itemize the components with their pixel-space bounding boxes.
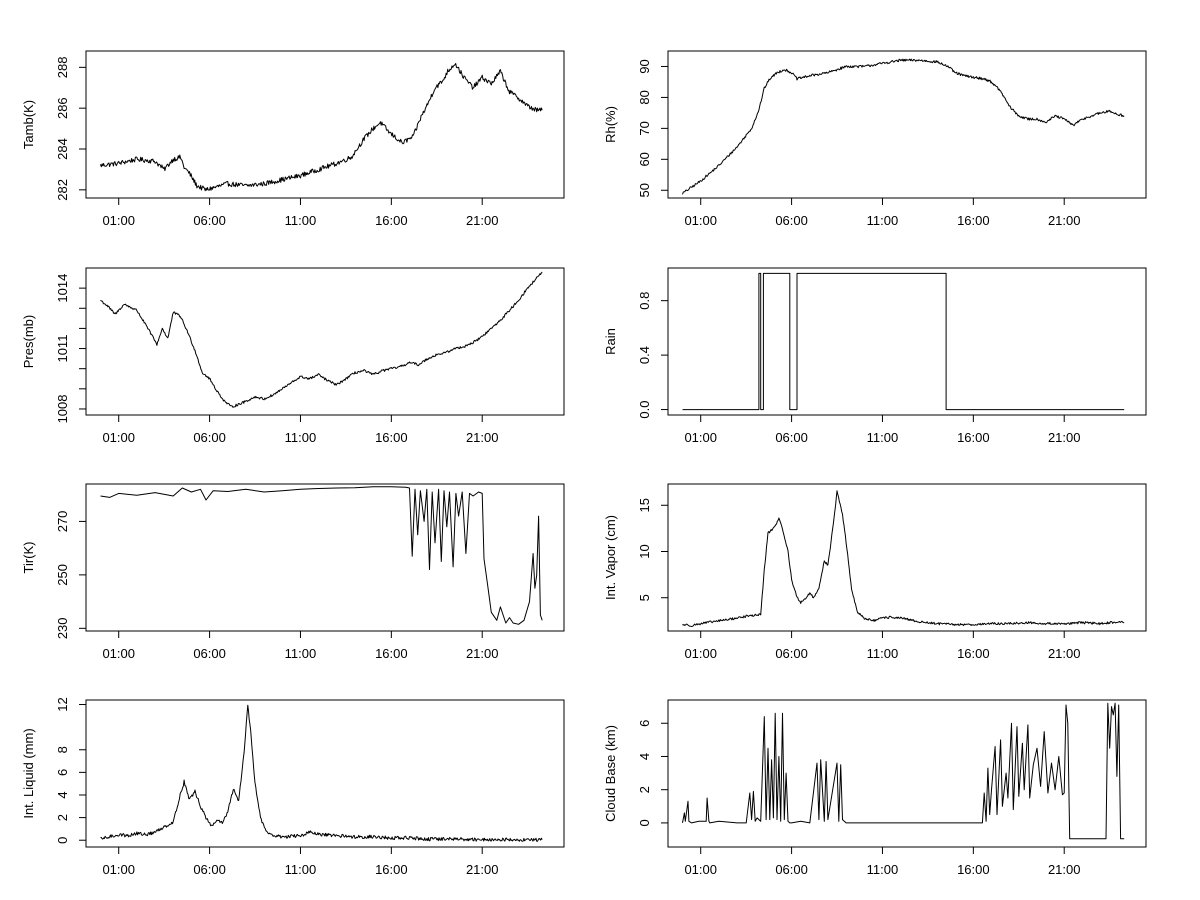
y-tick-label-6-3: 6 [55, 769, 70, 776]
x-tick-label-6-1: 06:00 [193, 862, 226, 877]
y-tick-label-7-3: 6 [637, 720, 652, 727]
y-tick-label-6-4: 8 [55, 746, 70, 753]
y-tick-label-6-2: 4 [55, 791, 70, 798]
plot-frame-3 [667, 267, 1147, 416]
y-tick-label-7-2: 4 [637, 753, 652, 760]
series-line-2 [100, 271, 543, 408]
y-tick-label-4-2: 270 [55, 511, 70, 533]
x-tick-label-4-2: 11:00 [285, 646, 317, 661]
plot-frame-4 [85, 483, 565, 632]
y-tick-label-6-0: 0 [55, 837, 70, 844]
x-tick-label-0-0: 01:00 [102, 213, 135, 228]
series-line-6 [100, 704, 543, 842]
x-tick-label-0-2: 11:00 [285, 213, 317, 228]
series-line-3 [682, 272, 1125, 411]
y-tick-label-0-1: 284 [55, 138, 70, 160]
x-tick-label-6-4: 21:00 [466, 862, 499, 877]
series-line-1 [682, 58, 1125, 195]
plot-frame-6 [85, 699, 565, 848]
y-tick-label-6-1: 2 [55, 814, 70, 821]
plot-frame-1 [667, 50, 1147, 199]
x-tick-label-7-4: 21:00 [1048, 862, 1081, 877]
y-axis-label-7: Cloud Base (km) [603, 725, 618, 822]
y-tick-label-4-0: 230 [55, 617, 70, 639]
y-tick-label-1-4: 90 [637, 59, 652, 73]
x-tick-label-1-3: 16:00 [957, 213, 990, 228]
x-tick-label-5-3: 16:00 [957, 646, 990, 661]
x-tick-label-1-2: 11:00 [867, 213, 899, 228]
y-axis-label-4: Tir(K) [21, 541, 36, 573]
y-tick-label-1-2: 70 [637, 121, 652, 135]
x-tick-label-1-0: 01:00 [684, 213, 717, 228]
y-tick-label-1-3: 80 [637, 90, 652, 104]
y-tick-label-0-2: 286 [55, 97, 70, 119]
y-tick-label-0-0: 282 [55, 179, 70, 201]
y-tick-label-6-5: 12 [55, 697, 70, 711]
series-line-5 [682, 490, 1125, 627]
series-line-0 [100, 63, 543, 192]
x-tick-label-3-0: 01:00 [684, 430, 717, 445]
x-tick-label-4-0: 01:00 [102, 646, 135, 661]
y-tick-label-5-0: 5 [637, 594, 652, 601]
x-tick-label-1-1: 06:00 [775, 213, 808, 228]
x-tick-label-2-3: 16:00 [375, 430, 408, 445]
x-tick-label-7-0: 01:00 [684, 862, 717, 877]
y-axis-label-3: Rain [603, 328, 618, 355]
x-tick-label-5-2: 11:00 [867, 646, 899, 661]
y-tick-label-5-1: 10 [637, 544, 652, 558]
series-line-4 [100, 486, 543, 625]
y-tick-label-0-3: 288 [55, 56, 70, 78]
x-tick-label-7-1: 06:00 [775, 862, 808, 877]
x-tick-label-0-4: 21:00 [466, 213, 499, 228]
y-axis-label-0: Tamb(K) [21, 100, 36, 149]
x-tick-label-5-0: 01:00 [684, 646, 717, 661]
y-tick-label-3-2: 0.8 [637, 292, 652, 310]
y-tick-label-2-0: 1008 [55, 394, 70, 423]
x-tick-label-3-4: 21:00 [1048, 430, 1081, 445]
x-tick-label-7-2: 11:00 [867, 862, 899, 877]
plot-frame-0 [85, 50, 565, 199]
plot-frame-7 [667, 699, 1147, 848]
x-tick-label-3-3: 16:00 [957, 430, 990, 445]
x-tick-label-0-1: 06:00 [193, 213, 226, 228]
x-tick-label-6-0: 01:00 [102, 862, 135, 877]
y-tick-label-7-0: 0 [637, 819, 652, 826]
x-tick-label-2-1: 06:00 [193, 430, 226, 445]
x-tick-label-4-1: 06:00 [193, 646, 226, 661]
x-tick-label-3-1: 06:00 [775, 430, 808, 445]
x-tick-label-7-3: 16:00 [957, 862, 990, 877]
y-tick-label-3-1: 0.4 [637, 346, 652, 364]
x-tick-label-2-0: 01:00 [102, 430, 135, 445]
x-tick-label-5-1: 06:00 [775, 646, 808, 661]
x-tick-label-0-3: 16:00 [375, 213, 408, 228]
y-axis-label-2: Pres(mb) [21, 315, 36, 368]
y-tick-label-1-1: 60 [637, 152, 652, 166]
y-tick-label-7-1: 2 [637, 786, 652, 793]
plot-frame-2 [85, 267, 565, 416]
x-tick-label-4-3: 16:00 [375, 646, 408, 661]
series-line-7 [682, 702, 1125, 840]
x-tick-label-6-3: 16:00 [375, 862, 408, 877]
x-tick-label-4-4: 21:00 [466, 646, 499, 661]
x-tick-label-3-2: 11:00 [867, 430, 899, 445]
y-tick-label-5-2: 15 [637, 498, 652, 512]
y-axis-label-6: Int. Liquid (mm) [21, 728, 36, 818]
y-tick-label-4-1: 250 [55, 564, 70, 586]
y-tick-label-3-0: 0.0 [637, 401, 652, 419]
y-axis-label-1: Rh(%) [603, 106, 618, 143]
y-tick-label-2-6: 1014 [55, 274, 70, 303]
x-tick-label-2-4: 21:00 [466, 430, 499, 445]
y-axis-label-5: Int. Vapor (cm) [603, 515, 618, 600]
x-tick-label-1-4: 21:00 [1048, 213, 1081, 228]
x-tick-label-5-4: 21:00 [1048, 646, 1081, 661]
plot-frame-5 [667, 483, 1147, 632]
y-tick-label-1-0: 50 [637, 183, 652, 197]
y-tick-label-2-3: 1011 [55, 335, 70, 363]
x-tick-label-6-2: 11:00 [285, 862, 317, 877]
x-tick-label-2-2: 11:00 [285, 430, 317, 445]
